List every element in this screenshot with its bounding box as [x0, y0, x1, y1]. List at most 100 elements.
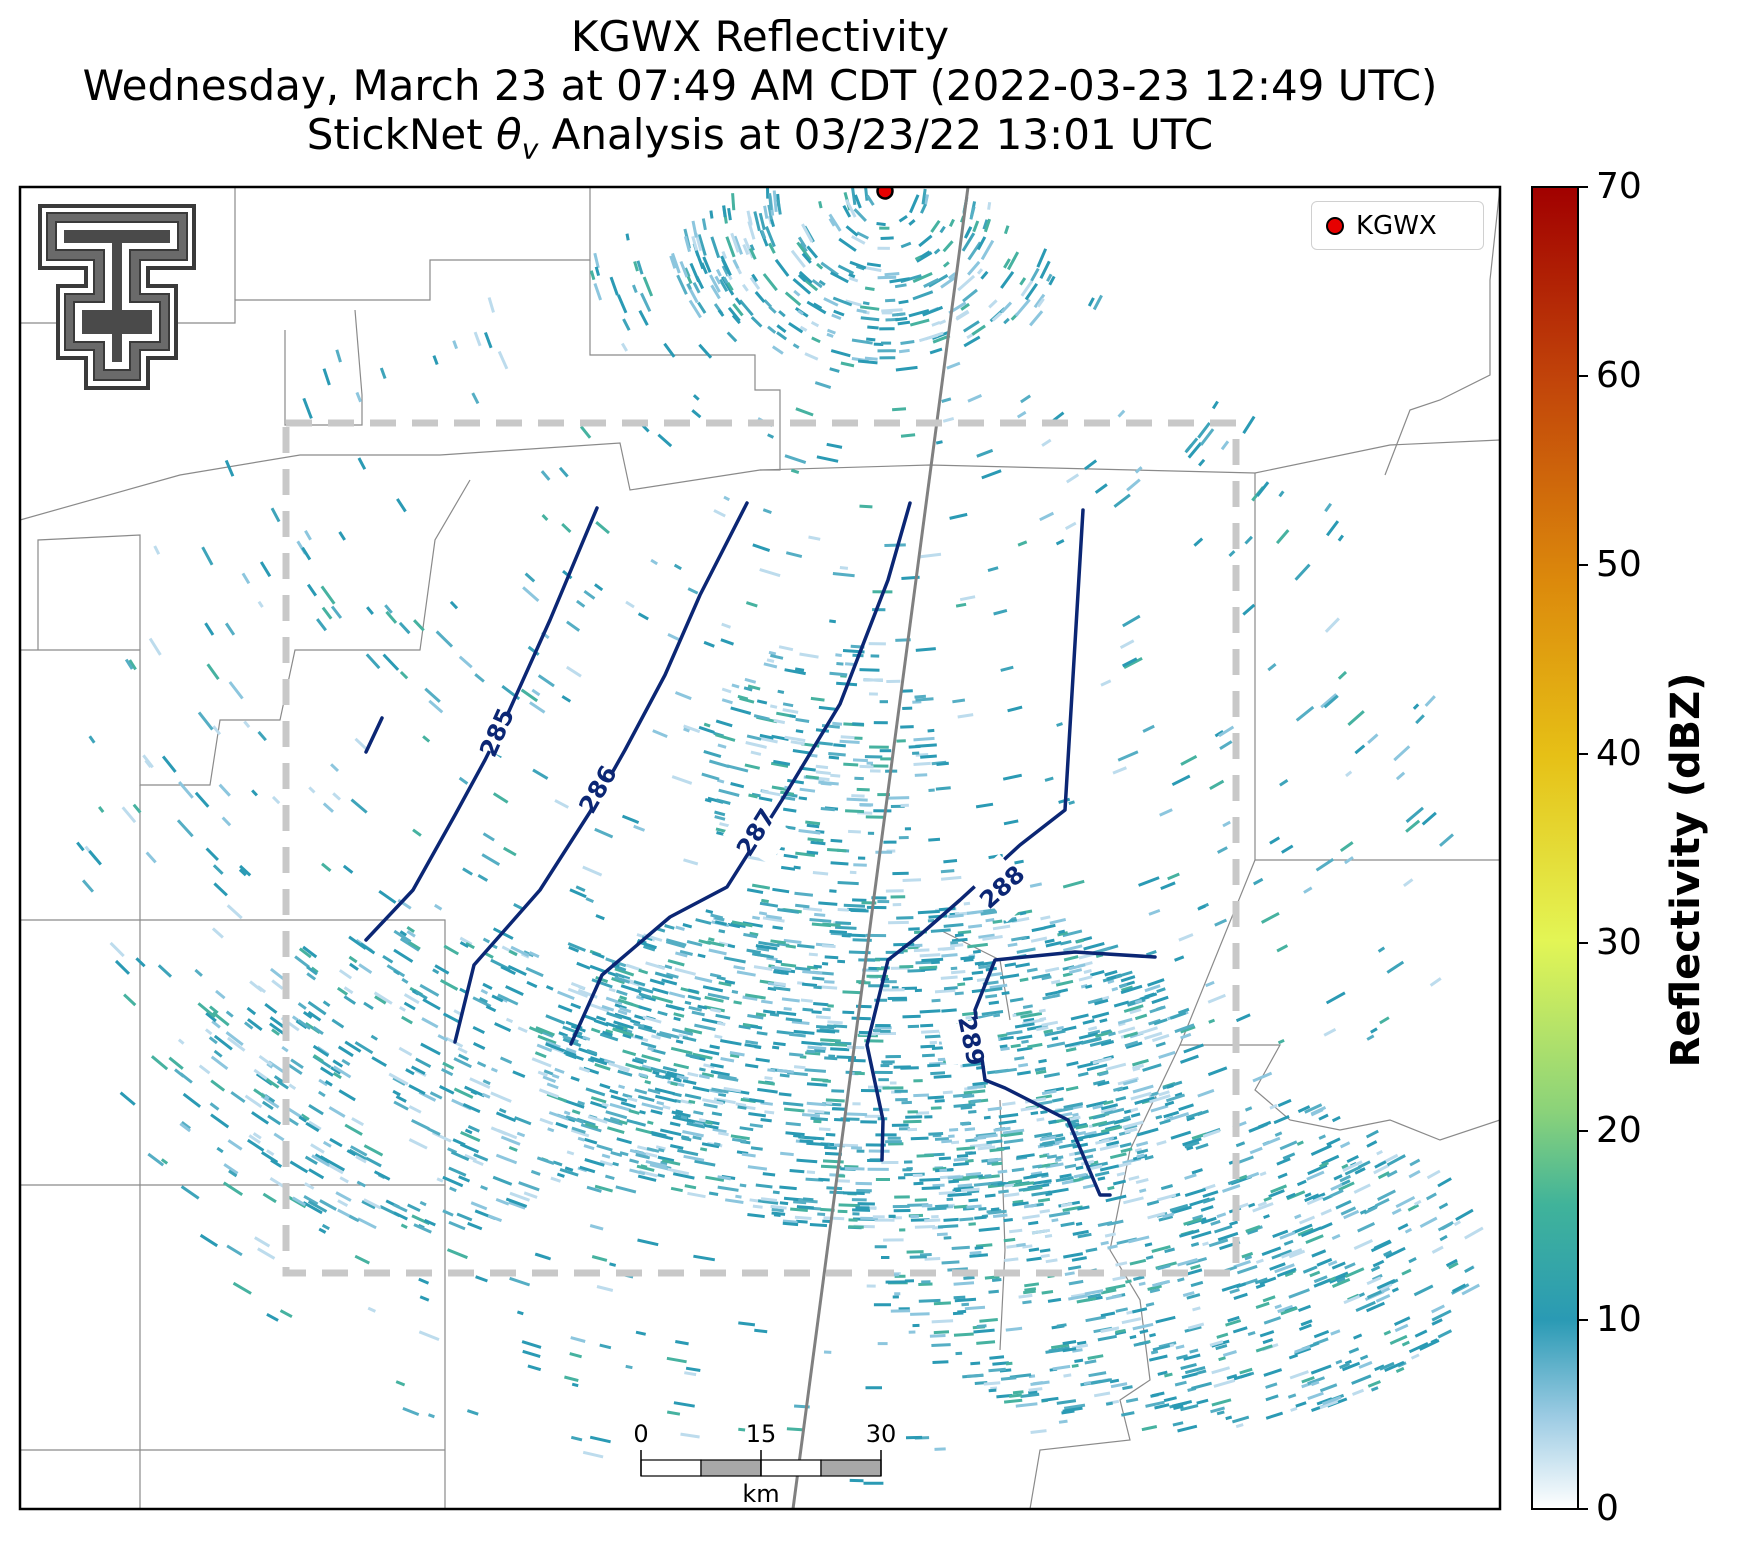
radar-echo-gate [850, 187, 857, 206]
radar-echo-gate [1229, 1288, 1240, 1295]
radar-echo-gate [842, 1010, 855, 1015]
radar-echo-gate [818, 200, 823, 209]
radar-echo-gate [866, 262, 882, 268]
radar-echo-gate [673, 1062, 690, 1070]
radar-echo-gate [1386, 960, 1405, 974]
radar-echo-gate [1158, 1050, 1176, 1060]
radar-echo-gate [1336, 1276, 1346, 1283]
radar-echo-gate [403, 993, 420, 1005]
radar-echo-gate [694, 250, 705, 270]
radar-echo-gate [818, 1127, 831, 1132]
radar-echo-gate [442, 1209, 454, 1217]
radar-echo-gate [935, 786, 951, 791]
radar-echo-gate [735, 1102, 747, 1107]
radar-echo-gate [582, 865, 603, 877]
radar-echo-gate [307, 1200, 328, 1213]
radar-echo-gate [1295, 705, 1315, 722]
radar-echo-gate [895, 316, 908, 322]
radar-echo-gate [842, 990, 863, 995]
radar-echo-gate [650, 1109, 663, 1115]
radar-echo-gate [987, 1157, 1002, 1163]
colorbar-tick-10: 10 [1596, 1299, 1642, 1340]
radar-echo-gate [197, 1002, 216, 1019]
radar-echo-gate [851, 338, 873, 345]
radar-echo-gate [1004, 1183, 1015, 1188]
radar-echo-gate [1050, 979, 1061, 985]
radar-echo-gate [962, 1094, 975, 1099]
radar-echo-gate [273, 1075, 284, 1084]
radar-echo-gate [957, 930, 972, 935]
radar-echo-gate [940, 869, 955, 874]
radar-echo-gate [1045, 941, 1062, 948]
radar-echo-gate [976, 236, 987, 251]
radar-echo-gate [458, 776, 469, 785]
radar-echo-gate [967, 1084, 985, 1090]
radar-echo-gate [546, 1082, 559, 1090]
radar-echo-gate [596, 1144, 613, 1152]
radar-echo-gate [1301, 1376, 1315, 1384]
radar-echo-gate [999, 973, 1020, 980]
radar-echo-gate [930, 1071, 946, 1076]
radar-echo-gate [1132, 1084, 1154, 1094]
radar-echo-gate [1263, 1368, 1283, 1377]
radar-echo-gate [1012, 1199, 1024, 1205]
kgwx-radar-marker[interactable] [876, 184, 894, 200]
radar-echo-gate [591, 1255, 608, 1262]
radar-echo-gate [1342, 1160, 1363, 1173]
radar-echo-gate [743, 932, 758, 939]
radar-echo-gate [852, 898, 867, 902]
radar-echo-gate [978, 1226, 1000, 1232]
radar-echo-gate [647, 1088, 661, 1095]
radar-echo-gate [1331, 1261, 1346, 1270]
radar-echo-gate [998, 1119, 1017, 1125]
radar-echo-gate [615, 965, 627, 972]
radar-echo-gate [1366, 1276, 1382, 1286]
radar-echo-gate [1097, 1176, 1106, 1181]
radar-echo-gate [123, 993, 137, 1007]
radar-echo-gate [547, 1127, 555, 1133]
radar-echo-gate [730, 1134, 750, 1141]
radar-echo-gate [482, 982, 493, 990]
radar-echo-gate [659, 1128, 682, 1137]
radar-echo-gate [348, 935, 367, 950]
radar-echo-gate [1242, 415, 1256, 435]
radar-echo-gate [989, 1147, 1005, 1153]
radar-echo-gate [889, 277, 911, 284]
radar-echo-gate [651, 995, 674, 1004]
radar-echo-gate [665, 938, 687, 947]
radar-echo-gate [1256, 481, 1270, 497]
radar-echo-gate [818, 780, 839, 786]
radar-echo-gate [1104, 1232, 1117, 1238]
radar-echo-gate [1222, 820, 1231, 828]
radar-echo-gate [1257, 1201, 1267, 1208]
radar-echo-gate [524, 572, 536, 583]
radar-echo-gate [1431, 1304, 1445, 1314]
radar-echo-gate [448, 1220, 466, 1231]
radar-echo-gate [1354, 1167, 1366, 1175]
radar-echo-gate [933, 1330, 950, 1335]
radar-echo-gate [733, 1000, 742, 1005]
radar-echo-gate [1056, 1323, 1067, 1328]
radar-echo-gate [1117, 409, 1126, 418]
radar-echo-gate [826, 332, 834, 338]
radar-echo-gate [715, 268, 722, 277]
radar-echo-gate [1184, 1325, 1202, 1333]
radar-echo-gate [1263, 1196, 1272, 1202]
radar-echo-gate [778, 1092, 792, 1097]
radar-echo-gate [788, 321, 804, 334]
radar-echo-gate [492, 1175, 513, 1186]
radar-echo-gate [1076, 1296, 1097, 1304]
radar-echo-gate [693, 1254, 716, 1262]
radar-echo-gate [744, 1043, 762, 1049]
radar-echo-gate [1129, 1007, 1142, 1015]
radar-echo-gate [1030, 267, 1040, 282]
radar-echo-gate [260, 1094, 280, 1109]
radar-echo-gate [1183, 1217, 1203, 1226]
radar-echo-gate [821, 962, 829, 966]
radar-echo-gate [795, 851, 816, 857]
radar-echo-gate [797, 273, 807, 283]
radar-echo-gate [679, 260, 689, 278]
radar-echo-gate [1097, 1080, 1110, 1087]
radar-echo-gate [1003, 1131, 1023, 1138]
radar-echo-gate [1414, 1199, 1422, 1206]
